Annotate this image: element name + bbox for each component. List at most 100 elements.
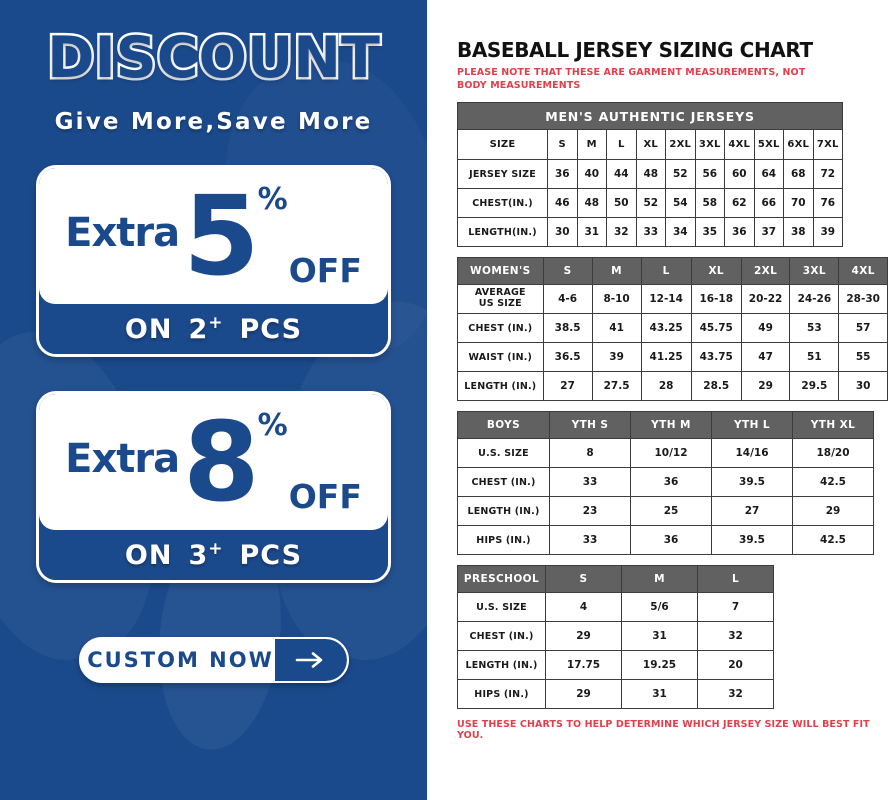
column-header: YTH XL [792,411,874,440]
table-cell: 72 [812,159,843,190]
size-table-size: MEN'S AUTHENTIC JERSEYS SIZE S M L XL 2XL 3XL 4X… [457,102,843,248]
table-cell: 12-14 [640,284,692,315]
table-cell: 31 [621,621,698,652]
column-header: YTH L [711,411,793,440]
column-header: 7XL [812,129,843,161]
table-cell: 4-6 [542,284,593,315]
chart-title: BASEBALL JERSEY SIZING CHART [457,38,813,62]
offer-card-8-percent[interactable]: Extra 8 % OFF ON 3+ PCS [36,391,391,583]
offer-amount: 8 [183,397,260,526]
offer-card-5-percent[interactable]: Extra 5 % OFF ON 2+ PCS [36,165,391,357]
column-header: M [621,565,698,594]
table-cell: 39.5 [711,467,793,498]
size-table-women-s: WOMEN'S S M L XL 2XL 3XL 4XL AVERAGE US SIZE 4-6 8-… [457,257,888,402]
table-cell: 20-22 [740,284,791,315]
table-cell: 39.5 [711,525,793,556]
column-header: 3XL [789,257,840,286]
table-cell: 31 [576,217,607,248]
table-cell: 36.5 [542,342,593,373]
column-header: L [697,565,774,594]
table-cell: 76 [812,188,843,219]
column-header: S [545,565,622,594]
column-header: 4XL [838,257,888,286]
table-cell: 36 [630,525,712,556]
table-cell: 47 [740,342,791,373]
condition-unit-label: PCS [239,313,303,345]
row-label: LENGTH (IN.) [457,496,550,527]
table-cell: 42.5 [792,525,874,556]
condition-unit-label: PCS [239,539,303,571]
table-cell: 32 [697,679,774,710]
size-table-boys: BOYS YTH S YTH M YTH L YTH XL U.S. SIZE 8 10/12… [457,411,874,556]
column-header-label: SIZE [457,129,548,161]
row-label: CHEST (IN.) [457,313,544,344]
table-header-row: WOMEN'S S M L XL 2XL 3XL 4XL [457,257,888,286]
table-cell: 27 [542,371,593,402]
offer-off-label: OFF [288,477,362,516]
table-row: CHEST (IN.) 29 31 32 [457,621,774,652]
table-cell: 8 [549,438,631,469]
offer-amount-row: Extra 8 % OFF [39,394,388,530]
table-cell: 29.5 [789,371,840,402]
table-row: LENGTH(IN.) 30 31 32 33 34 35 36 37 38 39 [457,217,843,248]
table-row: AVERAGE US SIZE 4-6 8-10 12-14 16-18 20-22 24-2… [457,284,888,315]
table-cell: 49 [740,313,791,344]
column-header: S [547,129,578,161]
table-cell: 36 [724,217,755,248]
table-cell: 56 [694,159,725,190]
chart-note: PLEASE NOTE THAT THESE ARE GARMENT MEASU… [457,67,806,91]
table-header-row: SIZE S M L XL 2XL 3XL 4XL 5XL 6XL 7XL [457,129,843,161]
column-header: M [576,129,607,161]
table-cell: 23 [549,496,631,527]
table-cell: 28.5 [690,371,742,402]
column-header: YTH M [630,411,712,440]
column-header-label: WOMEN'S [457,257,544,286]
table-cell: 55 [838,342,888,373]
table-cell: 14/16 [711,438,793,469]
table-cell: 52 [635,188,666,219]
custom-now-button[interactable]: CUSTOM NOW [78,637,349,683]
table-cell: 27.5 [591,371,642,402]
row-label: CHEST (IN.) [457,467,550,498]
table-row: CHEST(IN.) 46 48 50 52 54 58 62 66 70 76 [457,188,843,219]
table-cell: 66 [753,188,784,219]
column-header: 3XL [694,129,725,161]
condition-quantity: 2+ [188,313,224,345]
table-cell: 10/12 [630,438,712,469]
condition-on-label: ON [124,539,173,571]
discount-promo-panel: DISCOUNT Give More,Save More Extra 5 % O… [0,0,427,800]
table-cell: 7 [697,592,774,623]
table-cell: 70 [783,188,814,219]
row-label: AVERAGE US SIZE [457,284,544,315]
offer-extra-label: Extra [65,436,180,482]
row-label: CHEST (IN.) [457,621,546,652]
table-cell: 39 [812,217,843,248]
table-header-row: BOYS YTH S YTH M YTH L YTH XL [457,411,874,440]
row-label: JERSEY SIZE [457,159,548,190]
table-cell: 38.5 [542,313,593,344]
table-row: LENGTH (IN.) 17.75 19.25 20 [457,650,774,681]
table-cell: 64 [753,159,784,190]
table-cell: 41.25 [640,342,692,373]
column-header: YTH S [549,411,631,440]
table-cell: 60 [724,159,755,190]
row-label: CHEST(IN.) [457,188,548,219]
row-label: LENGTH (IN.) [457,650,546,681]
table-cell: 45.75 [690,313,742,344]
column-header: S [542,257,593,286]
percent-symbol: % [257,182,288,217]
table-cell: 29 [740,371,791,402]
table-cell: 30 [547,217,578,248]
size-table-preschool: PRESCHOOL S M L U.S. SIZE 4 5/6 7 CHEST (IN.) 29 3… [457,565,774,710]
table-cell: 44 [606,159,637,190]
table-cell: 5/6 [621,592,698,623]
table-row: JERSEY SIZE 36 40 44 48 52 56 60 64 68 72 [457,159,843,190]
table-cell: 54 [665,188,696,219]
column-header: 5XL [753,129,784,161]
size-tables-container: MEN'S AUTHENTIC JERSEYS SIZE S M L XL 2XL 3XL 4X… [450,102,888,710]
table-cell: 27 [711,496,793,527]
condition-quantity: 3+ [188,539,224,571]
table-row: U.S. SIZE 4 5/6 7 [457,592,774,623]
column-header: M [591,257,642,286]
